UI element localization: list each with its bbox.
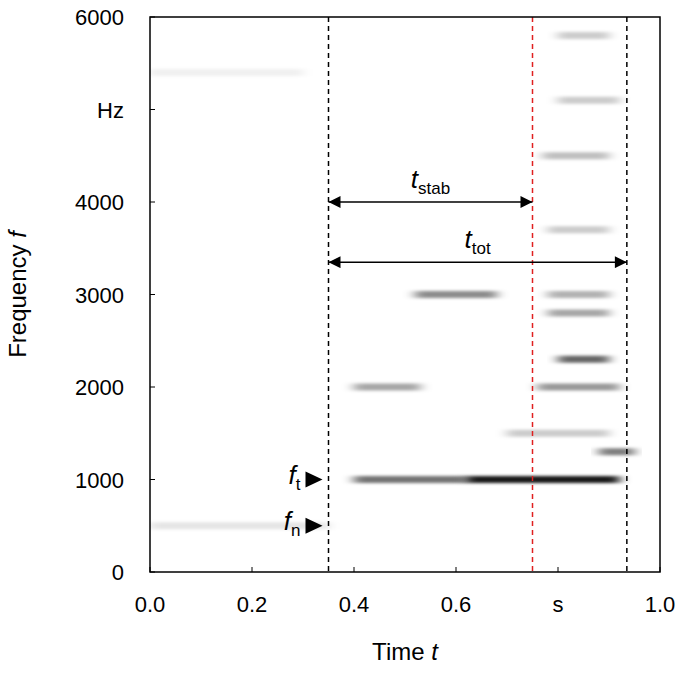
spectral-band <box>548 291 609 298</box>
interval-arrow <box>329 201 533 203</box>
x-tick <box>252 567 253 572</box>
interval-label: tstab <box>411 164 450 198</box>
spectral-band <box>466 476 619 483</box>
interval-label-subscript: stab <box>418 179 450 198</box>
spectral-band <box>538 384 620 391</box>
spectral-band <box>548 310 609 317</box>
x-tick-label: 1.0 <box>645 592 676 617</box>
spectral-band <box>558 32 609 39</box>
spectral-band <box>558 97 619 104</box>
spectral-band <box>558 356 609 363</box>
frequency-marker <box>306 518 323 534</box>
x-tick-label: s <box>553 592 564 617</box>
y-tick-label: 6000 <box>75 5 124 30</box>
time-marker-line <box>328 17 330 572</box>
interval-arrow <box>329 261 627 263</box>
spectral-band <box>150 522 329 529</box>
frequency-label: ft <box>289 460 301 494</box>
x-tick <box>354 567 355 572</box>
x-tick <box>558 567 559 572</box>
interval-label-subscript: tot <box>472 239 491 258</box>
frequency-label-subscript: n <box>291 521 300 540</box>
y-tick-label: Hz <box>97 98 124 123</box>
y-tick-label: 4000 <box>75 190 124 215</box>
x-tick-label: 0.4 <box>339 592 370 617</box>
spectral-band <box>548 226 609 233</box>
spectral-band <box>543 152 609 159</box>
y-tick <box>150 17 155 18</box>
x-tick <box>456 567 457 572</box>
y-tick <box>150 202 155 203</box>
y-tick-label: 3000 <box>75 283 124 308</box>
chart: 0.0 0.2 0.4 0.6 s 1.0 0 1000 2000 3000 4000 Hz 6000 T… <box>0 0 685 674</box>
plot-frame <box>150 17 660 572</box>
time-marker-line <box>532 17 534 572</box>
y-tick <box>150 572 155 573</box>
frequency-label: fn <box>284 506 301 540</box>
plot-background <box>150 17 660 572</box>
y-axis-label: Frequency f <box>4 229 31 358</box>
frequency-label-subscript: t <box>296 475 301 494</box>
spectral-band <box>415 291 497 298</box>
spectral-band <box>150 69 303 76</box>
spectral-band <box>507 430 609 437</box>
y-tick <box>150 387 155 388</box>
frequency-marker <box>306 472 323 488</box>
y-tick <box>150 294 155 295</box>
spectral-band <box>599 448 635 455</box>
y-tick <box>150 479 155 480</box>
x-axis-label: Time t <box>372 638 439 665</box>
y-tick <box>150 109 155 110</box>
x-tick-label: 0.0 <box>135 592 166 617</box>
x-tick <box>150 567 151 572</box>
x-tick-label: 0.6 <box>441 592 472 617</box>
y-tick-label: 1000 <box>75 468 124 493</box>
time-marker-line <box>626 17 628 572</box>
x-tick <box>660 567 661 572</box>
y-tick-label: 2000 <box>75 375 124 400</box>
y-tick-label: 0 <box>112 560 124 585</box>
spectral-band <box>354 476 466 483</box>
x-tick-label: 0.2 <box>237 592 268 617</box>
spectrogram <box>150 17 635 572</box>
interval-label: ttot <box>465 224 491 258</box>
spectral-band <box>354 384 420 391</box>
